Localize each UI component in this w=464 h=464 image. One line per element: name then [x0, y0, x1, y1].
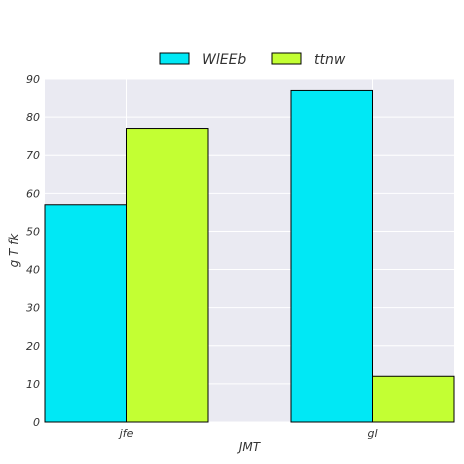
legend: WlEEb ttnw	[159, 52, 346, 68]
bar-ttnw-jfe	[126, 128, 209, 423]
y-tick-label: 0	[33, 416, 40, 429]
y-tick-label: 60	[26, 187, 40, 200]
x-axis-ticks: jfe gl	[118, 427, 378, 440]
x-axis-label: JMT	[237, 440, 262, 454]
legend-swatch-WlEEb	[159, 52, 190, 65]
y-tick-label: 40	[26, 264, 40, 277]
y-axis-ticks: 0 10 20 30 40 50 60 70 80 90	[26, 73, 40, 429]
y-tick-label: 50	[26, 225, 40, 238]
y-tick-label: 10	[26, 378, 40, 391]
legend-swatch-ttnw	[271, 52, 302, 65]
y-tick-label: 20	[26, 340, 40, 353]
y-tick-label: 30	[26, 302, 40, 315]
bar-WlEEb-gl	[290, 89, 373, 423]
y-tick-label: 90	[26, 73, 40, 86]
bar-WlEEb-jfe	[44, 204, 127, 423]
y-tick-label: 70	[26, 149, 40, 162]
legend-label-WlEEb: WlEEb	[202, 52, 246, 68]
x-tick-label: jfe	[118, 427, 134, 440]
bar-ttnw-gl	[372, 375, 455, 423]
legend-label-ttnw: ttnw	[314, 52, 346, 68]
y-tick-label: 80	[26, 111, 40, 124]
bars	[44, 89, 455, 423]
x-tick-label: gl	[367, 427, 377, 440]
y-axis-label: g T fk	[7, 233, 21, 268]
